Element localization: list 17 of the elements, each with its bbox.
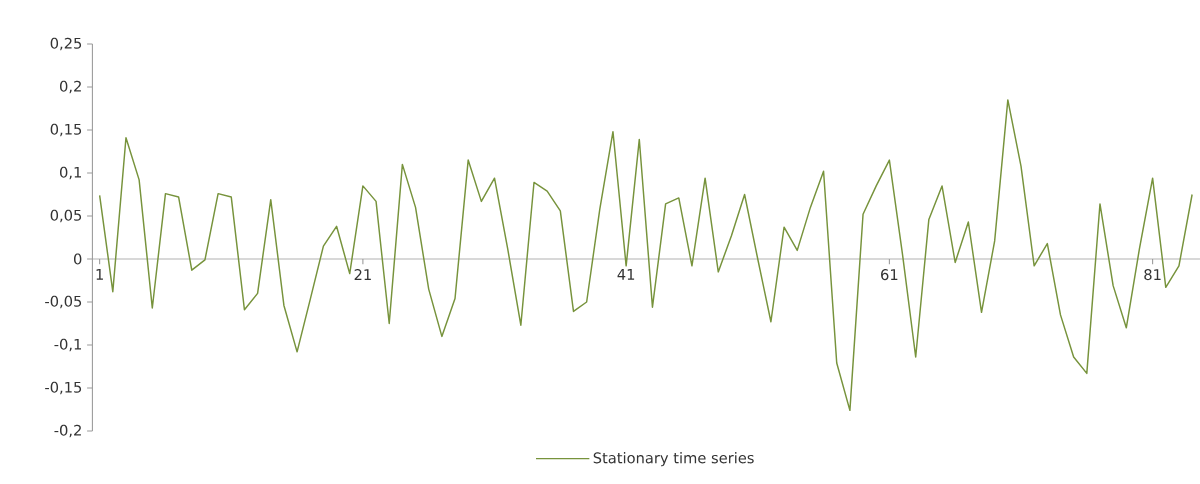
y-tick-label: 0,05 <box>50 209 82 223</box>
x-tick-label: 21 <box>354 269 371 280</box>
x-tick-label: 81 <box>1144 269 1161 281</box>
y-tick-label: -0,15 <box>45 381 82 395</box>
y-tick-label: 0,2 <box>60 80 81 94</box>
y-tick-label: -0,05 <box>45 295 82 309</box>
x-tick-label: 41 <box>617 269 635 280</box>
y-tick-label: 0 <box>74 253 82 265</box>
x-tick-label: 1 <box>96 269 103 280</box>
y-tick-label: -0,2 <box>54 424 81 438</box>
x-tick-label: 61 <box>881 269 898 281</box>
y-tick-label: 0,25 <box>50 37 82 51</box>
y-tick-label: 0,15 <box>50 123 82 137</box>
y-tick-label: -0,1 <box>54 338 81 352</box>
y-tick-label: 0,1 <box>60 166 81 180</box>
legend-label: Stationary time series <box>593 452 754 467</box>
line-series <box>98 99 1193 412</box>
